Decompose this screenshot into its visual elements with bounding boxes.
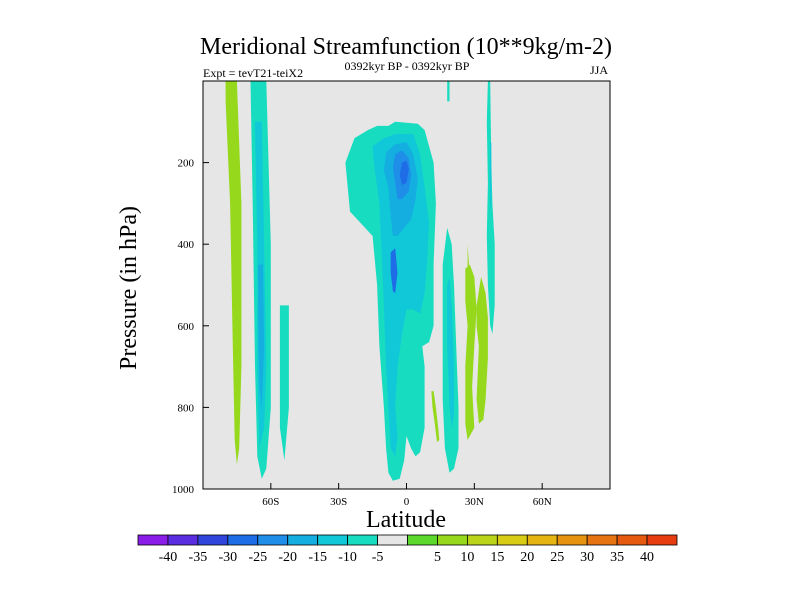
contour-band-75S-positive xyxy=(225,81,242,465)
colorbar-swatch xyxy=(496,534,528,546)
colorbar-label: -15 xyxy=(308,550,327,565)
x-axis: 60S 30S 0 30N 60N xyxy=(262,483,552,508)
colorbar-label: -10 xyxy=(338,550,357,565)
y-axis: 200 400 600 800 1000 xyxy=(172,158,209,496)
colorbar-swatch xyxy=(586,534,618,546)
y-tick-label: 800 xyxy=(178,402,195,414)
contour-cell-0-minus10 xyxy=(372,134,430,457)
colorbar-swatch xyxy=(317,534,349,546)
colorbar-swatch xyxy=(646,534,678,546)
contour-cell-10N-plus10 xyxy=(431,391,440,443)
colorbar-label: 20 xyxy=(520,550,534,565)
colorbar-swatch xyxy=(466,534,498,546)
colorbar-swatch xyxy=(377,534,408,546)
colorbar-swatch xyxy=(347,534,378,546)
contour-cell-32N-plus10 xyxy=(476,276,488,424)
colorbar-swatch xyxy=(227,534,259,546)
colorbar-swatch xyxy=(407,534,438,546)
y-tick-label: 400 xyxy=(178,239,195,251)
season-label: JJA xyxy=(590,63,608,77)
contour-band-65S-core xyxy=(258,264,265,408)
colorbar-label: 40 xyxy=(640,550,654,565)
contour-band-55S-outer xyxy=(279,305,289,461)
colorbar-swatch xyxy=(257,534,289,546)
colorbar-label: -20 xyxy=(278,550,297,565)
contour-cell-36N-minus10 xyxy=(489,142,492,212)
colorbar-label: -40 xyxy=(159,550,178,565)
colorbar-label: 25 xyxy=(550,550,564,565)
colorbar-swatch xyxy=(137,534,169,546)
contour-cell-28N-plus10 xyxy=(465,264,477,440)
colorbar-label: 35 xyxy=(610,550,624,565)
period-label: 0392kyr BP - 0392kyr BP xyxy=(345,59,470,73)
contour-cell-0-minus25-lower xyxy=(390,248,398,294)
x-tick-label: 60S xyxy=(262,496,279,508)
y-axis-label: Pressure (in hPa) xyxy=(116,206,142,370)
colorbar-label: -5 xyxy=(372,550,384,565)
x-axis-label: Latitude xyxy=(366,507,446,533)
colorbar: -40 -35 -30 -25 -20 -15 -10 -5 5 10 15 20 25 30 35 40 xyxy=(137,534,678,565)
contour-cell-20N-minus5-top xyxy=(447,81,450,102)
contour-cell-0-minus25 xyxy=(399,160,409,185)
colorbar-label: 5 xyxy=(434,550,441,565)
y-tick-label: 200 xyxy=(178,158,195,170)
x-tick-label: 30S xyxy=(330,496,347,508)
colorbar-swatch xyxy=(197,534,229,546)
experiment-label: Expt = tevT21-teiX2 xyxy=(203,66,303,80)
colorbar-swatch xyxy=(167,534,199,546)
x-tick-label: 30N xyxy=(465,496,484,508)
colorbar-label: -35 xyxy=(189,550,208,565)
chart-title: Meridional Streamfunction (10**9kg/m-2) xyxy=(200,34,612,60)
colorbar-swatch xyxy=(556,534,588,546)
colorbar-label: -30 xyxy=(218,550,237,565)
colorbar-swatch xyxy=(616,534,648,546)
y-tick-label: 1000 xyxy=(172,484,195,496)
contour-regions xyxy=(225,81,495,481)
colorbar-label: 10 xyxy=(460,550,474,565)
y-tick-label: 600 xyxy=(178,321,195,333)
colorbar-swatch xyxy=(526,534,558,546)
x-tick-label: 0 xyxy=(404,496,410,508)
contour-cell-20N-minus10 xyxy=(447,276,454,428)
colorbar-label: 30 xyxy=(580,550,594,565)
x-tick-label: 60N xyxy=(533,496,552,508)
colorbar-swatch xyxy=(437,534,468,546)
colorbar-label: -25 xyxy=(248,550,267,565)
colorbar-label: 15 xyxy=(490,550,504,565)
colorbar-swatch xyxy=(287,534,319,546)
